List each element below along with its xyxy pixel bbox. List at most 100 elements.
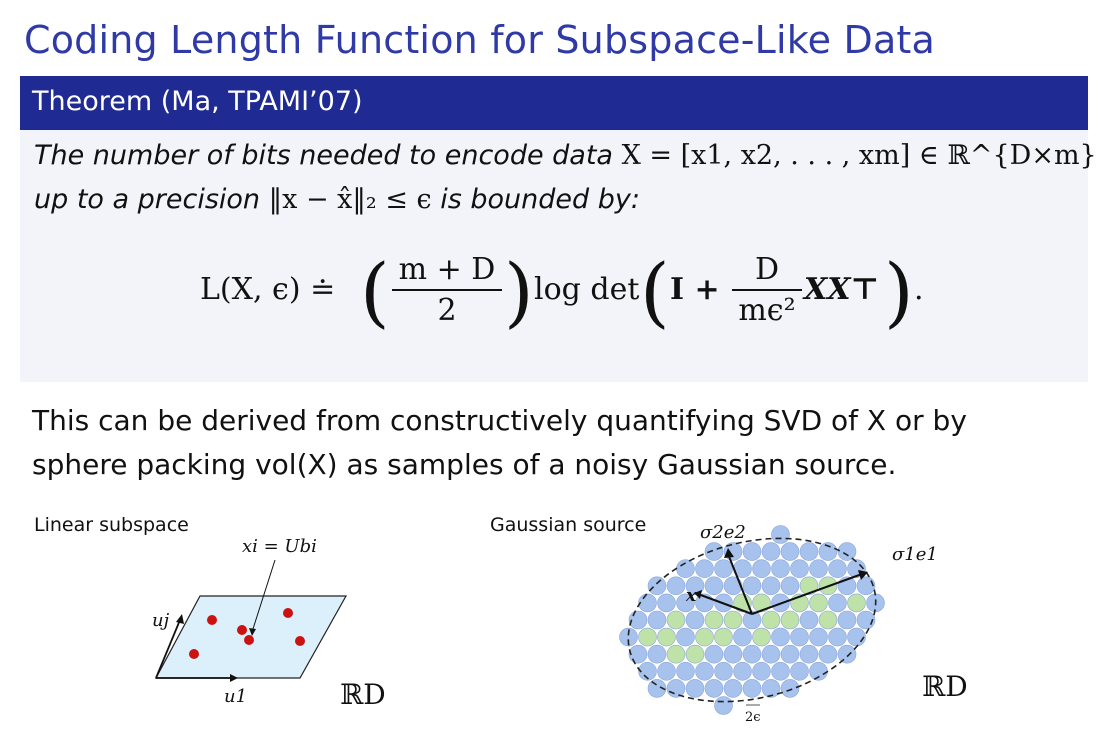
slide-title: Coding Length Function for Subspace-Like… xyxy=(24,18,936,62)
uj-label: uj xyxy=(152,610,170,631)
packing-sphere xyxy=(828,559,847,579)
packing-sphere xyxy=(790,627,809,647)
packing-sphere xyxy=(685,644,705,664)
eq-end: . xyxy=(914,272,924,307)
packing-sphere xyxy=(856,576,876,596)
packing-sphere xyxy=(733,627,752,647)
packing-sphere xyxy=(638,627,657,647)
packing-sphere xyxy=(685,576,705,596)
packing-sphere xyxy=(742,610,762,630)
eq-identity: I + xyxy=(670,272,720,307)
x-label: x xyxy=(686,586,697,606)
packing-sphere xyxy=(809,559,828,579)
packing-sphere xyxy=(714,627,733,647)
packing-sphere xyxy=(761,644,781,664)
sigma2-arrowhead xyxy=(724,548,734,558)
eps-label: 2ϵ xyxy=(745,710,761,725)
packing-sphere xyxy=(837,542,857,561)
theorem-header: Theorem (Ma, TPAMI’07) xyxy=(20,76,1088,130)
sigma1-arrowhead xyxy=(858,570,868,580)
packing-sphere xyxy=(685,679,705,698)
eq-paren-open-2: ( xyxy=(640,247,670,336)
linear-subspace-figure: xi = Ubi uj u1 ℝD xyxy=(100,530,430,735)
packing-sphere xyxy=(818,644,838,664)
packing-sphere xyxy=(771,662,790,681)
packing-sphere xyxy=(828,593,847,613)
packing-sphere xyxy=(695,662,714,681)
packing-sphere xyxy=(790,559,809,579)
packing-sphere xyxy=(771,525,790,544)
eq-frac2: D mϵ² xyxy=(732,252,802,328)
theorem-line-2-post: is bounded by: xyxy=(440,184,640,215)
packing-sphere xyxy=(761,576,781,596)
data-point xyxy=(244,635,254,645)
packing-sphere xyxy=(771,627,790,647)
packing-sphere xyxy=(761,542,781,561)
packing-sphere xyxy=(666,679,686,698)
data-point xyxy=(283,608,293,618)
packing-sphere xyxy=(647,576,667,596)
packing-sphere xyxy=(780,644,800,664)
packing-sphere xyxy=(780,576,800,596)
theorem-body: The number of bits needed to encode data… xyxy=(20,130,1097,382)
packing-sphere xyxy=(742,644,762,664)
sphere-packing-circles xyxy=(619,525,885,715)
sigma1-label: σ1e1 xyxy=(892,544,938,565)
packing-sphere xyxy=(723,610,743,630)
packing-sphere xyxy=(666,644,686,664)
packing-sphere xyxy=(666,576,686,596)
packing-sphere xyxy=(676,627,695,647)
u1-label: u1 xyxy=(224,686,248,707)
eq-paren-close-2: ) xyxy=(884,247,914,336)
r-d-label: ℝD xyxy=(340,678,386,711)
packing-sphere xyxy=(837,644,857,664)
eq-paren-close: ) xyxy=(504,247,534,336)
packing-sphere xyxy=(742,679,762,698)
packing-sphere xyxy=(761,610,781,630)
gaussian-source-title: Gaussian source xyxy=(490,514,647,536)
packing-sphere xyxy=(837,610,857,630)
packing-sphere xyxy=(676,559,695,579)
packing-sphere xyxy=(676,662,695,681)
body-line-1: This can be derived from constructively … xyxy=(32,404,967,437)
packing-sphere xyxy=(799,610,819,630)
axis-u1-arrowhead xyxy=(230,674,238,682)
packing-sphere xyxy=(780,542,800,561)
body-line-2: sphere packing vol(X) as samples of a no… xyxy=(32,448,897,481)
theorem-title: Theorem (Ma, TPAMI’07) xyxy=(32,86,363,117)
axis-uj-arrowhead xyxy=(176,614,184,624)
packing-sphere xyxy=(638,662,657,681)
packing-sphere xyxy=(647,644,667,664)
sigma1-vector xyxy=(751,573,863,615)
packing-sphere xyxy=(733,593,752,613)
eq-frac1: m + D 2 xyxy=(392,252,502,328)
eq-lhs: L(X, ϵ) ≐ xyxy=(200,272,336,307)
data-point xyxy=(295,636,305,646)
sigma2-label: σ2e2 xyxy=(700,522,746,543)
theorem-line-1-math: X = [x1, x2, . . . , xm] ∈ ℝ^{D×m} xyxy=(621,140,1097,171)
packing-sphere xyxy=(809,593,828,613)
annotation-pointer xyxy=(251,559,276,633)
packing-sphere xyxy=(780,610,800,630)
linear-subspace-title: Linear subspace xyxy=(34,514,189,536)
packing-sphere xyxy=(733,662,752,681)
r-d-label-right: ℝD xyxy=(922,670,968,703)
packing-sphere xyxy=(704,679,724,698)
theorem-line-1: The number of bits needed to encode data… xyxy=(34,140,1097,171)
eq-frac1-num: m + D xyxy=(392,252,502,291)
data-point xyxy=(237,625,247,635)
packing-sphere xyxy=(771,559,790,579)
sigma2-vector xyxy=(727,553,753,615)
packing-sphere xyxy=(752,593,771,613)
packing-sphere xyxy=(780,679,800,698)
x-vector xyxy=(697,593,753,615)
packing-sphere xyxy=(714,696,733,715)
packing-sphere xyxy=(847,627,866,647)
linear-subspace-diagram xyxy=(154,559,348,682)
packing-sphere xyxy=(714,662,733,681)
eq-frac2-num: D xyxy=(732,252,802,291)
packing-sphere xyxy=(723,576,743,596)
packing-sphere xyxy=(704,610,724,630)
packing-sphere xyxy=(704,576,724,596)
packing-sphere xyxy=(818,542,838,561)
